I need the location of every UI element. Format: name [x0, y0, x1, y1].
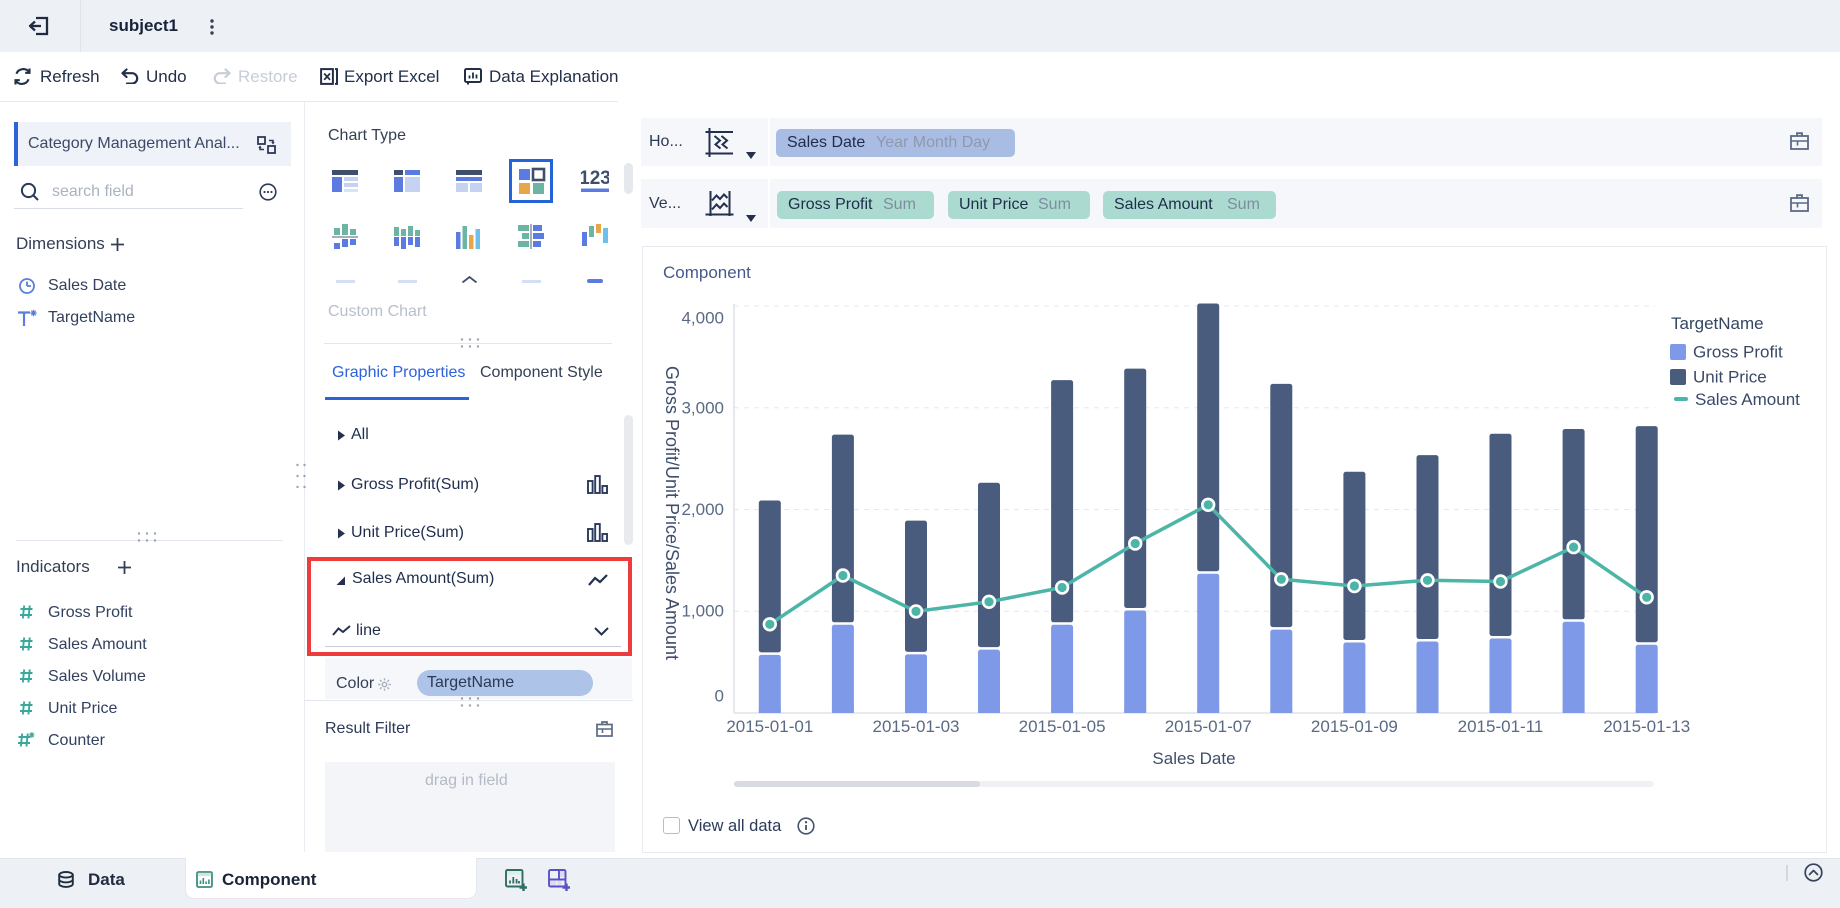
- svg-text:2015-01-05: 2015-01-05: [1019, 717, 1106, 736]
- svg-text:2015-01-13: 2015-01-13: [1603, 717, 1690, 736]
- svg-text:1,000: 1,000: [681, 602, 724, 621]
- svg-text:2015-01-01: 2015-01-01: [726, 717, 813, 736]
- svg-text:123: 123: [581, 169, 609, 189]
- svg-text:2015-01-09: 2015-01-09: [1311, 717, 1398, 736]
- svg-text:Sales Date: Sales Date: [1152, 749, 1235, 768]
- svg-text:Gross Profit/Unit Price/Sales: Gross Profit/Unit Price/Sales Amount: [662, 366, 682, 660]
- svg-text:TargetName: TargetName: [1671, 314, 1764, 333]
- svg-text:2,000: 2,000: [681, 500, 724, 519]
- svg-text:Sales Amount: Sales Amount: [1695, 390, 1800, 409]
- svg-text:0: 0: [715, 687, 724, 706]
- svg-text:3,000: 3,000: [681, 398, 724, 417]
- svg-text:4,000: 4,000: [681, 309, 724, 328]
- svg-text:2015-01-03: 2015-01-03: [873, 717, 960, 736]
- svg-text:2015-01-07: 2015-01-07: [1165, 717, 1252, 736]
- svg-text:Unit Price: Unit Price: [1693, 368, 1767, 387]
- svg-text:Gross Profit: Gross Profit: [1693, 343, 1783, 362]
- svg-text:2015-01-11: 2015-01-11: [1458, 717, 1544, 736]
